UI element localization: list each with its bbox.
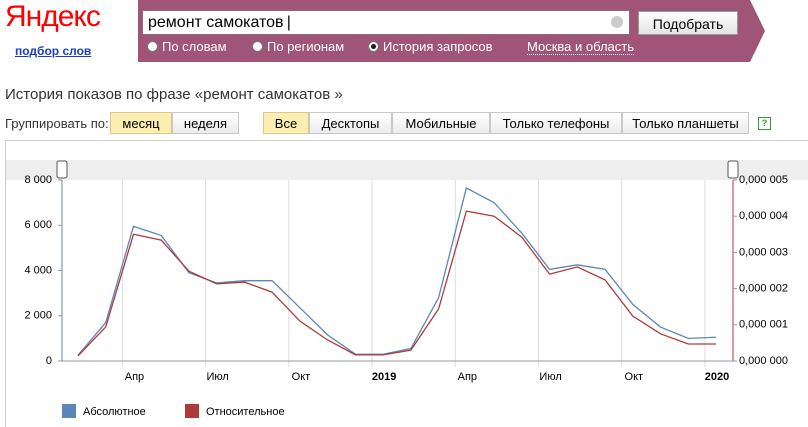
device-button[interactable]: Все [263, 112, 309, 134]
y2-tick-label: 0,000 003 [739, 246, 788, 258]
device-button[interactable]: Только телефоны [490, 112, 622, 134]
query-text: ремонт самокатов [148, 14, 284, 31]
radio[interactable] [252, 41, 263, 52]
x-tick-label: 2019 [372, 371, 396, 383]
legend-swatch [62, 404, 76, 418]
legend-label: Абсолютное [83, 406, 146, 418]
y2-tick-label: 0,000 002 [739, 283, 788, 295]
device-button[interactable]: Десктопы [309, 112, 392, 134]
y-tick-label: 2 000 [24, 310, 52, 322]
subtitle-link[interactable]: подбор слов [15, 44, 92, 58]
clear-icon[interactable] [611, 16, 623, 28]
y2-tick-label: 0,000 001 [739, 319, 788, 331]
search-input[interactable]: ремонт самокатов | [142, 10, 630, 35]
tab-label[interactable]: По регионам [267, 39, 345, 54]
y-tick-label: 0 [46, 355, 52, 367]
group-button[interactable]: неделя [172, 112, 239, 134]
device-button[interactable]: Мобильные [392, 112, 490, 134]
y-tick-label: 4 000 [24, 264, 52, 276]
y-tick-label: 8 000 [24, 174, 52, 186]
y2-tick-label: 0,000 004 [739, 210, 788, 222]
x-tick-label: Окт [292, 371, 311, 383]
y2-tick-label: 0,000 005 [739, 174, 788, 186]
tab-label[interactable]: История запросов [383, 39, 493, 54]
radio[interactable] [147, 41, 158, 52]
group-button[interactable]: месяц [110, 112, 172, 134]
x-tick-label: Апр [125, 371, 144, 383]
tab-label[interactable]: По словам [162, 39, 227, 54]
navigator-band [6, 160, 808, 180]
radio-selected[interactable] [368, 41, 379, 52]
x-tick-label: Окт [625, 371, 644, 383]
x-tick-label: 2020 [705, 371, 729, 383]
group-label: Группировать по: [5, 116, 109, 131]
series-line [77, 186, 717, 356]
y-tick-label: 6 000 [24, 219, 52, 231]
help-icon[interactable]: ? [758, 117, 771, 130]
logo[interactable]: Яндекс [5, 0, 101, 33]
legend-label: Относительное [206, 406, 285, 418]
heading: История показов по фразе «ремонт самокат… [5, 86, 343, 103]
chart-frame [5, 140, 808, 427]
y2-tick-label: 0,000 000 [739, 355, 788, 367]
device-button[interactable]: Только планшеты [622, 112, 749, 134]
submit-button[interactable]: Подобрать [638, 11, 738, 35]
x-tick-label: Июл [539, 371, 561, 383]
chart: Апр Июл Окт 2019 Апр Июл Окт 2020 0 2 000 4 000 6 0… [6, 160, 808, 418]
x-tick-label: Июл [207, 371, 229, 383]
x-tick-label: Апр [458, 371, 477, 383]
legend-swatch [185, 404, 199, 418]
series-line [77, 210, 717, 357]
region-link[interactable]: Москва и область [527, 39, 635, 55]
slider-handle[interactable] [56, 160, 68, 179]
slider-handle[interactable] [727, 160, 739, 179]
